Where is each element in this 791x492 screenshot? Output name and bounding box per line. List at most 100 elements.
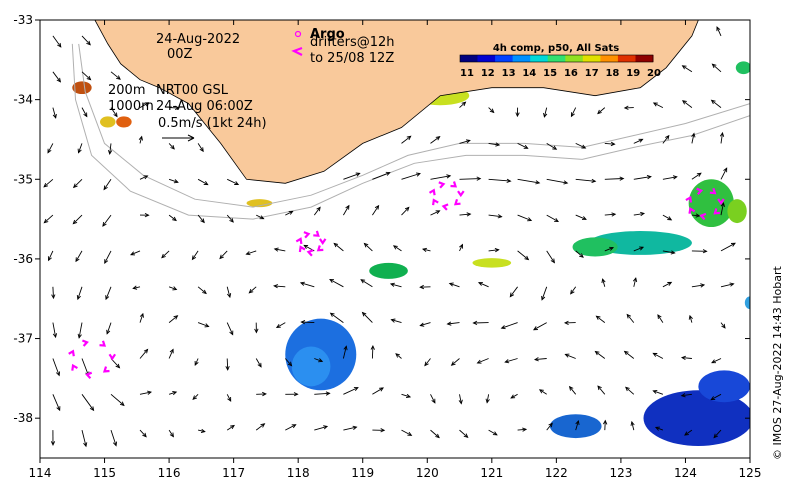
current-arrow <box>424 358 431 367</box>
lat-tick-label: -38 <box>13 411 33 425</box>
current-arrow <box>139 348 149 359</box>
current-arrow <box>632 277 638 287</box>
sst-patch <box>369 262 408 279</box>
current-arrow <box>711 63 722 73</box>
current-arrow <box>430 394 436 404</box>
current-arrow <box>43 214 54 224</box>
sst-patch <box>72 81 92 95</box>
source-label: NRT00 GSL <box>156 83 229 98</box>
current-arrow <box>623 105 634 110</box>
lon-tick-label: 115 <box>93 466 116 480</box>
argo-legend-icon <box>294 30 302 38</box>
colorbar-swatch <box>460 55 478 62</box>
current-arrow <box>169 105 180 111</box>
current-arrow <box>662 134 670 144</box>
drifter-chevron <box>68 349 75 357</box>
argo-label: Argo <box>310 27 345 42</box>
current-arrow <box>343 172 361 180</box>
drifter-chevron <box>450 181 458 188</box>
colorbar-swatch <box>477 55 496 62</box>
current-arrow <box>633 138 644 144</box>
colorbar-tick-label: 13 <box>502 68 516 79</box>
current-arrow <box>459 176 482 181</box>
sst-patch <box>698 370 750 403</box>
drifter-chevron <box>453 198 461 206</box>
current-arrow <box>623 350 635 359</box>
current-arrow <box>284 358 293 367</box>
colorbar-swatch <box>512 55 531 62</box>
lon-tick-label: 114 <box>29 466 52 480</box>
current-arrow <box>450 358 460 366</box>
sst-patch <box>688 179 734 228</box>
current-arrow <box>488 142 501 147</box>
plot-area <box>40 20 750 458</box>
sst-patch <box>735 61 750 75</box>
current-arrow <box>389 282 402 288</box>
depth-200-label: 200m <box>108 83 145 98</box>
current-arrow <box>168 429 174 438</box>
current-arrow <box>604 212 617 217</box>
current-arrow <box>81 429 88 448</box>
drifter-chevron <box>85 371 93 379</box>
isobath-1000m <box>71 43 750 220</box>
drifters-label-line1: drifters@12h <box>310 35 395 50</box>
colorbar-swatch <box>547 55 566 62</box>
colorbar-ticks: 11 12 13 14 15 16 17 18 19 20 <box>460 68 661 79</box>
current-arrow <box>691 132 696 144</box>
sst-patch <box>549 414 602 439</box>
current-arrow <box>285 424 297 431</box>
colorbar-tick-label: 11 <box>460 68 474 79</box>
current-arrow <box>603 419 608 431</box>
current-arrow <box>139 429 147 438</box>
current-arrow <box>76 286 83 301</box>
current-arrow <box>601 278 606 287</box>
current-arrow <box>392 245 402 252</box>
current-arrow <box>459 212 472 217</box>
lon-tick-label: 124 <box>674 466 697 480</box>
current-arrow <box>485 394 490 404</box>
drifter-track <box>685 187 725 221</box>
sst-patch <box>100 116 116 128</box>
current-arrow <box>681 65 693 73</box>
current-arrow <box>138 135 143 144</box>
current-arrow <box>446 321 460 326</box>
drifter-chevron <box>688 207 696 214</box>
current-arrow <box>226 424 235 431</box>
current-arrow <box>81 394 95 412</box>
current-arrow <box>197 286 207 295</box>
current-arrow <box>43 178 54 188</box>
current-arrow <box>81 107 88 118</box>
current-arrow <box>110 107 118 118</box>
axis-ticks: 114 115 116 117 118 119 120 121 122 123 124 125 -33 -… <box>13 13 761 480</box>
drifter-chevron <box>699 212 707 221</box>
current-arrow <box>691 283 706 288</box>
current-arrow <box>168 214 177 222</box>
current-arrow <box>710 393 722 401</box>
current-arrow <box>691 213 701 218</box>
current-arrow <box>517 214 533 222</box>
current-arrow <box>395 353 402 359</box>
current-arrow <box>564 353 576 359</box>
current-arrow <box>139 212 150 218</box>
current-arrow <box>273 284 286 289</box>
current-arrow <box>107 143 113 155</box>
current-arrow <box>226 322 234 336</box>
colorbar-tick-label: 18 <box>605 68 619 79</box>
colorbar-tick-label: 17 <box>585 68 599 79</box>
current-arrow <box>430 174 452 180</box>
current-arrow <box>285 210 294 216</box>
current-arrow <box>657 314 664 323</box>
current-arrow <box>168 143 175 150</box>
current-arrow <box>52 71 62 83</box>
current-arrow <box>197 322 210 328</box>
current-arrow <box>720 282 735 288</box>
current-arrow <box>168 178 179 184</box>
current-arrow <box>106 322 112 335</box>
drifter-chevron <box>457 190 465 198</box>
lat-tick-label: -37 <box>13 332 33 346</box>
drifter-chevron <box>298 245 306 253</box>
drifter-chevron <box>428 188 436 196</box>
current-arrow <box>360 279 373 288</box>
current-arrow <box>597 107 606 115</box>
